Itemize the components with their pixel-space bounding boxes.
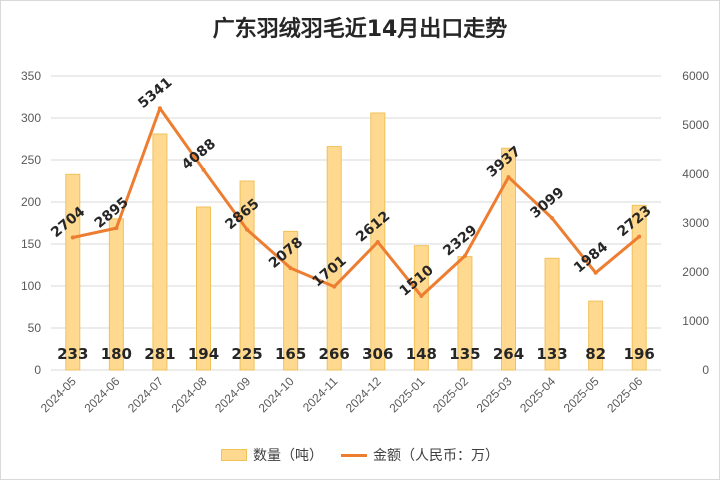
amount-line: [71, 106, 641, 298]
legend-line-swatch: [341, 453, 367, 457]
line-point: [114, 226, 119, 231]
chart-title: 广东羽绒羽毛近14月出口走势: [212, 17, 508, 42]
line-point: [637, 234, 642, 239]
y-right-tick-label: 3000: [682, 216, 709, 230]
bar: [65, 173, 81, 371]
bar-data-label: 233: [57, 345, 88, 363]
x-tick-label: 2024-05: [38, 374, 79, 415]
y-right-tick-label: 0: [702, 363, 709, 377]
bar: [588, 300, 604, 371]
legend-amount-label: 金额（人民币：万）: [373, 448, 499, 464]
bar-data-label: 194: [188, 345, 219, 363]
bar-data-label: 281: [144, 345, 175, 363]
line-point: [375, 240, 380, 245]
bar-data-label: 264: [493, 345, 524, 363]
x-tick-label: 2024-08: [169, 374, 210, 415]
y-right-tick-label: 1000: [682, 314, 709, 328]
line-point: [462, 253, 467, 258]
bar: [413, 245, 429, 371]
y-left-tick-label: 300: [21, 111, 41, 125]
x-tick-label: 2024-06: [81, 374, 122, 415]
x-tick-label: 2025-01: [386, 374, 427, 415]
bar-data-label: 225: [231, 345, 262, 363]
bar: [326, 146, 342, 371]
x-tick-label: 2024-11: [300, 374, 341, 415]
bar-data-label: 196: [624, 345, 655, 363]
y-left-tick-label: 0: [34, 363, 41, 377]
x-tick-label: 2025-06: [604, 374, 645, 415]
x-tick-label: 2024-09: [212, 374, 253, 415]
line-point: [288, 266, 293, 271]
y-right-tick-label: 2000: [682, 265, 709, 279]
bar: [501, 147, 516, 371]
y-right-tick-label: 5000: [682, 118, 709, 132]
legend-item-amount: 金额（人民币：万）: [341, 445, 499, 465]
line-point: [201, 167, 206, 172]
bar: [108, 218, 124, 371]
bar-data-label: 148: [406, 345, 437, 363]
line-point: [419, 294, 424, 299]
line-point: [245, 227, 250, 232]
x-tick-label: 2025-02: [430, 374, 471, 415]
bar-data-label: 133: [536, 345, 567, 363]
legend-bar-swatch: [221, 449, 247, 461]
bar: [544, 257, 560, 371]
bar-data-label: 165: [275, 345, 306, 363]
x-tick-label: 2025-05: [561, 374, 602, 415]
bar-data-label: 180: [101, 345, 132, 363]
line-point: [157, 106, 162, 111]
y-left-tick-label: 200: [21, 195, 41, 209]
line-point: [506, 175, 511, 180]
bar: [152, 133, 168, 371]
y-right-tick-label: 6000: [682, 69, 709, 83]
x-tick-label: 2024-07: [125, 374, 166, 415]
line-point: [70, 235, 75, 240]
y-right-tick-label: 4000: [682, 167, 709, 181]
y-left-tick-label: 100: [21, 279, 41, 293]
bar-data-label: 266: [319, 345, 350, 363]
y-left-tick-label: 50: [28, 321, 42, 335]
bar: [631, 204, 647, 371]
x-tick-label: 2025-04: [517, 374, 558, 415]
line-data-label: 5341: [135, 75, 175, 112]
x-tick-label: 2024-10: [256, 374, 297, 415]
bar: [196, 206, 211, 371]
x-tick-label: 2025-03: [474, 374, 515, 415]
line-point: [593, 270, 598, 275]
line-point: [332, 284, 337, 289]
y-left-tick-label: 350: [21, 69, 41, 83]
bar-data-label: 135: [449, 345, 480, 363]
legend-quantity-label: 数量（吨）: [253, 448, 323, 464]
y-left-tick-label: 150: [21, 237, 41, 251]
bar: [239, 180, 255, 371]
line-data-label: 1984: [571, 239, 611, 276]
line-data-label: 3099: [527, 184, 567, 221]
legend-item-quantity: 数量（吨）: [221, 445, 323, 465]
y-left-tick-label: 250: [21, 153, 41, 167]
line-point: [550, 216, 555, 221]
legend: 数量（吨） 金额（人民币：万）: [1, 445, 719, 465]
x-tick-label: 2024-12: [343, 374, 384, 415]
bar-data-label: 306: [362, 345, 393, 363]
chart-svg: 0 50 100 150 200 250 300 350 0 1000 2000 3000 4000 50…: [21, 69, 709, 415]
bar-data-label: 82: [585, 345, 606, 363]
